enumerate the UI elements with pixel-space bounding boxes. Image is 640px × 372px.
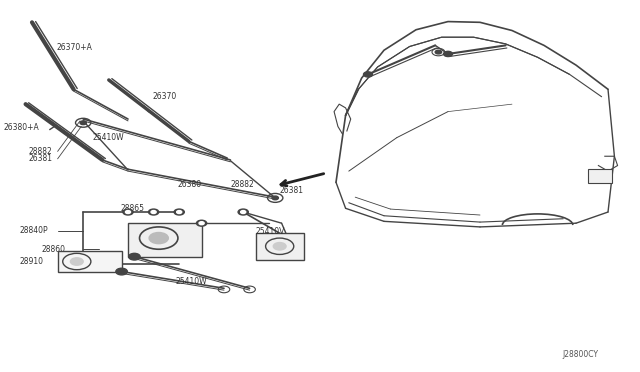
Circle shape: [151, 211, 156, 214]
Circle shape: [148, 209, 159, 215]
Circle shape: [435, 50, 442, 54]
Circle shape: [196, 220, 207, 226]
Circle shape: [80, 121, 86, 125]
Text: 26370: 26370: [152, 92, 177, 101]
Text: 25410W: 25410W: [93, 133, 124, 142]
FancyBboxPatch shape: [128, 223, 202, 257]
Text: 26381: 26381: [279, 186, 303, 195]
Circle shape: [273, 243, 286, 250]
Text: 26380+A: 26380+A: [3, 123, 39, 132]
Text: 26381: 26381: [29, 154, 52, 163]
Circle shape: [129, 253, 140, 260]
Circle shape: [199, 222, 204, 225]
Circle shape: [241, 211, 246, 214]
Circle shape: [123, 209, 133, 215]
Text: 28840P: 28840P: [19, 226, 48, 235]
Text: 28865: 28865: [120, 204, 145, 213]
Circle shape: [174, 209, 184, 215]
Circle shape: [238, 209, 248, 215]
Text: 26380: 26380: [178, 180, 202, 189]
Text: 25410V: 25410V: [256, 227, 285, 236]
Text: 26370+A: 26370+A: [56, 43, 92, 52]
Text: 28882: 28882: [230, 180, 254, 189]
FancyBboxPatch shape: [58, 251, 122, 272]
Circle shape: [177, 211, 182, 214]
Circle shape: [364, 72, 372, 77]
Circle shape: [149, 232, 168, 244]
Circle shape: [125, 211, 131, 214]
Circle shape: [444, 51, 452, 57]
Text: 28860: 28860: [42, 245, 65, 254]
FancyBboxPatch shape: [256, 232, 304, 260]
Circle shape: [272, 196, 278, 200]
Text: 25410W: 25410W: [176, 278, 207, 286]
Circle shape: [116, 268, 127, 275]
Circle shape: [70, 258, 83, 265]
FancyBboxPatch shape: [588, 169, 612, 183]
Text: J28800CY: J28800CY: [562, 350, 598, 359]
Text: 28910: 28910: [19, 257, 44, 266]
Text: 28882: 28882: [29, 147, 52, 156]
